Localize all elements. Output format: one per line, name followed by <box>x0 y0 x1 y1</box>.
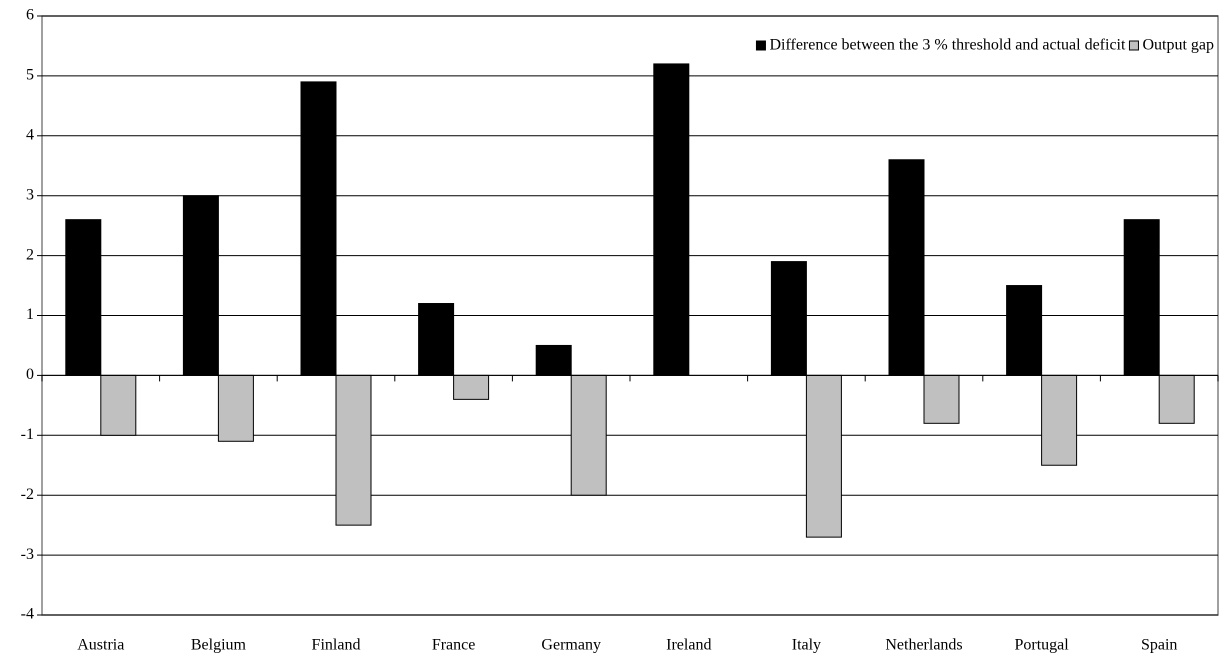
legend-label: Difference between the 3 % threshold and… <box>769 37 1126 54</box>
x-tick-label: Germany <box>541 637 601 654</box>
y-tick-label: 3 <box>26 186 34 203</box>
y-tick-label: -4 <box>21 606 34 623</box>
x-tick-label: Ireland <box>666 637 711 654</box>
bar <box>65 219 102 376</box>
x-tick-label: Spain <box>1141 637 1177 654</box>
bar <box>335 374 372 526</box>
bar <box>1041 374 1078 466</box>
legend-swatch <box>755 40 766 51</box>
x-tick-label: Finland <box>312 637 361 654</box>
bar <box>535 344 572 376</box>
y-tick-label: -3 <box>21 546 34 563</box>
legend-swatch <box>1128 40 1139 51</box>
bar <box>805 374 842 538</box>
bar <box>570 374 607 496</box>
y-tick-label: 6 <box>26 7 34 24</box>
x-tick-label: Italy <box>792 637 821 654</box>
bar <box>923 374 960 424</box>
y-tick-label: 2 <box>26 246 34 263</box>
bar <box>182 195 219 376</box>
x-tick-label: Austria <box>77 637 124 654</box>
bar <box>300 81 337 376</box>
bar <box>1006 285 1043 376</box>
x-tick-label: Belgium <box>191 637 247 654</box>
bar <box>770 261 807 376</box>
y-tick-label: 0 <box>26 366 34 383</box>
legend-label: Output gap <box>1142 37 1214 54</box>
x-tick-label: Portugal <box>1014 637 1069 654</box>
bar <box>453 374 490 400</box>
bar <box>1158 374 1195 424</box>
y-tick-label: 5 <box>26 67 34 84</box>
bar <box>653 63 690 376</box>
bar <box>418 303 455 376</box>
bar <box>1123 219 1160 376</box>
y-tick-label: 1 <box>26 306 34 323</box>
bar <box>888 159 925 376</box>
bar <box>217 374 254 442</box>
x-tick-label: Netherlands <box>885 637 962 654</box>
bar <box>100 374 137 436</box>
y-tick-label: -2 <box>21 486 34 503</box>
y-tick-label: -1 <box>21 426 34 443</box>
y-tick-label: 4 <box>26 126 34 143</box>
x-tick-label: France <box>432 637 476 654</box>
